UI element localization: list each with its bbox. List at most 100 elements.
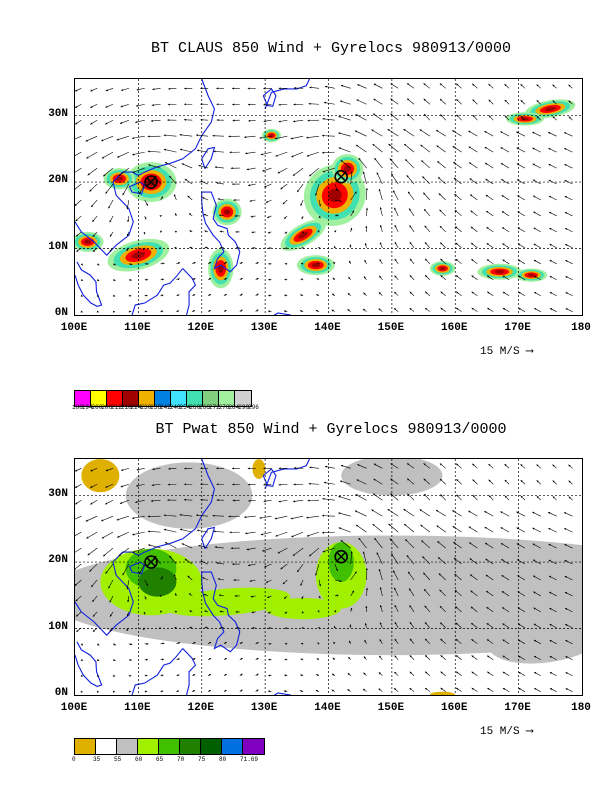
wind-arrowhead bbox=[197, 149, 200, 152]
wind-arrowhead bbox=[306, 516, 309, 519]
wind-arrowhead bbox=[297, 569, 300, 573]
wind-arrowhead bbox=[129, 294, 132, 297]
wind-arrowhead bbox=[365, 207, 369, 210]
wind-arrowhead bbox=[502, 671, 506, 674]
wind-arrowhead bbox=[136, 484, 139, 487]
wind-arrowhead bbox=[164, 162, 168, 165]
wind-arrowhead bbox=[471, 291, 474, 294]
x-tick-label: 180 bbox=[571, 322, 591, 334]
wind-arrowhead bbox=[339, 579, 342, 583]
wind-arrowhead bbox=[394, 275, 397, 278]
wind-arrowhead bbox=[306, 154, 310, 157]
wind-arrowhead bbox=[518, 275, 521, 278]
wind-vectors bbox=[75, 463, 573, 693]
wind-arrowhead bbox=[234, 594, 237, 598]
wind-arrowhead bbox=[280, 567, 283, 570]
wind-arrowhead bbox=[363, 308, 366, 311]
wind-arrowhead bbox=[90, 105, 93, 108]
wind-arrow bbox=[420, 144, 431, 153]
wind-arrowhead bbox=[504, 464, 507, 467]
wind-arrowhead bbox=[549, 591, 552, 594]
pwat-region bbox=[265, 597, 342, 620]
wind-arrowhead bbox=[440, 622, 443, 625]
wind-arrow bbox=[322, 118, 335, 121]
wind-arrowhead bbox=[409, 622, 412, 625]
wind-arrowhead bbox=[301, 246, 304, 249]
wind-arrowhead bbox=[500, 527, 503, 530]
wind-arrowhead bbox=[520, 100, 523, 103]
wind-arrowhead bbox=[260, 153, 263, 156]
wind-arrowhead bbox=[192, 294, 196, 297]
wind-arrowhead bbox=[139, 571, 142, 574]
wind-arrowhead bbox=[90, 122, 93, 125]
wind-arrowhead bbox=[129, 674, 132, 677]
wind-arrowhead bbox=[500, 131, 503, 134]
wind-arrowhead bbox=[488, 83, 491, 87]
wind-arrowhead bbox=[161, 658, 164, 661]
wind-arrowhead bbox=[520, 84, 523, 87]
wind-arrowhead bbox=[85, 519, 88, 522]
wind-arrow bbox=[292, 167, 304, 176]
wind-arrowhead bbox=[120, 105, 123, 108]
wind-arrow bbox=[132, 151, 145, 156]
wind-arrowhead bbox=[267, 596, 270, 599]
wind-arrowhead bbox=[549, 260, 552, 262]
wind-arrowhead bbox=[516, 527, 519, 530]
colorbar-swatch bbox=[107, 391, 123, 406]
wind-arrowhead bbox=[438, 573, 441, 576]
wind-arrowhead bbox=[468, 130, 471, 133]
wind-arrowhead bbox=[357, 84, 360, 87]
wind-arrowhead bbox=[245, 152, 248, 155]
wind-arrowhead bbox=[76, 234, 79, 237]
wind-arrow bbox=[116, 135, 129, 141]
wind-arrowhead bbox=[208, 294, 211, 297]
wind-arrow bbox=[306, 515, 320, 519]
wind-arrowhead bbox=[75, 469, 78, 472]
wind-arrowhead bbox=[534, 656, 537, 658]
wind-arrowhead bbox=[300, 658, 303, 661]
cyclone-center-icon bbox=[334, 549, 348, 564]
wind-arrowhead bbox=[86, 156, 89, 159]
wind-arrowhead bbox=[193, 278, 196, 281]
wind-arrowhead bbox=[92, 234, 95, 237]
wind-arrowhead bbox=[487, 291, 490, 294]
wind-arrowhead bbox=[75, 203, 77, 206]
wind-arrowhead bbox=[549, 672, 553, 675]
wind-arrow bbox=[148, 164, 161, 169]
wind-arrowhead bbox=[355, 494, 358, 497]
cloud-region bbox=[527, 273, 535, 277]
wind-arrowhead bbox=[409, 308, 412, 311]
wind-arrowhead bbox=[331, 689, 334, 692]
pwat-region bbox=[487, 606, 582, 664]
wind-arrowhead bbox=[438, 193, 441, 196]
wind-arrowhead bbox=[197, 529, 200, 532]
wind-arrowhead bbox=[439, 83, 443, 86]
wind-arrow bbox=[101, 151, 114, 159]
wind-arrowhead bbox=[315, 310, 319, 312]
wind-arrowhead bbox=[486, 210, 489, 213]
wind-arrowhead bbox=[333, 245, 336, 249]
wind-arrow bbox=[389, 158, 399, 169]
colorbar-swatch bbox=[180, 739, 201, 754]
wind-arrowhead bbox=[568, 480, 571, 483]
wind-arrowhead bbox=[89, 189, 92, 192]
wind-arrowhead bbox=[322, 151, 325, 154]
wind-arrowhead bbox=[163, 528, 167, 531]
wind-arrowhead bbox=[245, 532, 248, 535]
wind-arrowhead bbox=[379, 605, 382, 608]
wind-arrowhead bbox=[518, 672, 521, 674]
wind-arrowhead bbox=[518, 259, 521, 262]
wind-arrowhead bbox=[440, 114, 443, 117]
wind-arrowhead bbox=[533, 623, 536, 626]
wind-arrowhead bbox=[274, 517, 277, 520]
wind-arrowhead bbox=[333, 641, 336, 644]
wind-arrowhead bbox=[235, 230, 238, 233]
wind-arrowhead bbox=[347, 673, 350, 676]
wind-arrowhead bbox=[297, 189, 300, 193]
wind-arrow bbox=[403, 143, 415, 153]
wind-arrowhead bbox=[322, 514, 325, 517]
wind-arrowhead bbox=[548, 195, 552, 198]
wind-arrowhead bbox=[160, 576, 163, 579]
wind-arrowhead bbox=[533, 607, 536, 610]
wind-arrowhead bbox=[173, 194, 176, 197]
